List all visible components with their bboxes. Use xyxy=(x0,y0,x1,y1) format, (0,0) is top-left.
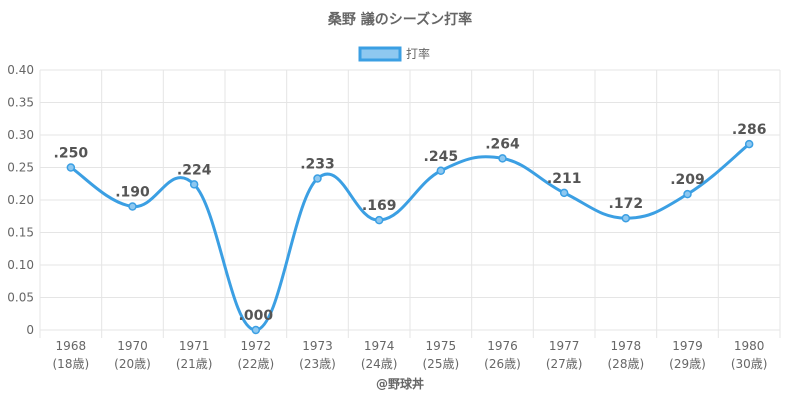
data-label: .211 xyxy=(547,171,582,187)
data-point xyxy=(683,189,692,199)
data-label: .233 xyxy=(300,157,335,173)
data-label: .169 xyxy=(362,198,397,214)
data-label: .224 xyxy=(177,162,212,178)
data-label: .172 xyxy=(609,196,644,212)
legend-swatch xyxy=(358,46,402,62)
y-tick-label: 0.15 xyxy=(7,226,34,240)
credit-text: @野球丼 xyxy=(376,376,424,391)
x-tick-label: 1971 xyxy=(179,339,210,353)
x-tick-sublabel: (18歳) xyxy=(53,357,90,371)
data-point xyxy=(66,163,76,172)
y-axis: 0 0.05 0.10 0.15 0.20 0.25 0.30 0.35 0.40 xyxy=(7,63,34,337)
data-label: .190 xyxy=(115,185,150,201)
x-tick-sublabel: (25歳) xyxy=(423,357,460,371)
x-tick-label: 1978 xyxy=(611,339,642,353)
data-point xyxy=(744,139,754,149)
data-point xyxy=(436,166,446,175)
x-tick-label: 1979 xyxy=(672,339,703,353)
legend[interactable]: 打率 xyxy=(358,46,430,62)
x-tick-sublabel: (27歳) xyxy=(546,357,583,371)
x-tick-label: 1973 xyxy=(302,339,333,353)
x-tick-label: 1980 xyxy=(734,339,765,353)
data-label: .264 xyxy=(485,136,520,152)
x-tick-label: 1977 xyxy=(549,339,580,353)
x-tick-label: 1972 xyxy=(241,339,272,353)
y-tick-label: 0.05 xyxy=(7,291,34,305)
y-tick-label: 0.20 xyxy=(7,193,34,207)
data-point xyxy=(498,154,507,163)
y-tick-label: 0.40 xyxy=(7,63,34,77)
x-tick-sublabel: (24歳) xyxy=(361,357,398,371)
data-labels: .250 .190 .224 .000 .233 .169 .245 .264 .211 .172… xyxy=(54,122,767,324)
x-tick-label: 1974 xyxy=(364,339,395,353)
x-tick-sublabel: (20歳) xyxy=(114,357,151,371)
y-tick-label: 0.35 xyxy=(7,96,34,110)
x-tick-label: 1970 xyxy=(117,339,148,353)
x-tick-sublabel: (29歳) xyxy=(669,357,706,371)
x-tick-sublabel: (22歳) xyxy=(238,357,275,371)
y-tick-label: 0.10 xyxy=(7,258,34,272)
x-tick-sublabel: (21歳) xyxy=(176,357,213,371)
data-label: .286 xyxy=(732,122,767,138)
legend-label: 打率 xyxy=(406,46,430,61)
data-point xyxy=(621,213,631,223)
x-tick-label: 1976 xyxy=(487,339,518,353)
data-points xyxy=(66,139,754,335)
data-label: .000 xyxy=(239,308,274,324)
x-tick-label: 1975 xyxy=(426,339,457,353)
x-tick-label: 1968 xyxy=(56,339,87,353)
y-tick-label: 0 xyxy=(26,323,34,337)
data-label: .245 xyxy=(424,149,459,165)
data-point xyxy=(313,174,322,183)
y-tick-label: 0.25 xyxy=(7,161,34,175)
x-tick-sublabel: (26歳) xyxy=(484,357,521,371)
data-label: .209 xyxy=(670,172,705,188)
data-label: .250 xyxy=(54,146,89,162)
data-point xyxy=(128,202,137,211)
x-axis: 1968 (18歳) 1970 (20歳) 1971 (21歳) 1972 (22歳) 1973… xyxy=(53,339,768,371)
data-point xyxy=(189,180,199,189)
y-tick-label: 0.30 xyxy=(7,128,34,142)
x-tick-sublabel: (30歳) xyxy=(731,357,768,371)
data-point xyxy=(374,215,384,225)
data-point xyxy=(251,325,261,335)
x-tick-sublabel: (28歳) xyxy=(608,357,645,371)
chart-title: 桑野 議のシーズン打率 xyxy=(328,11,472,28)
x-tick-sublabel: (23歳) xyxy=(299,357,336,371)
data-point xyxy=(559,188,569,198)
